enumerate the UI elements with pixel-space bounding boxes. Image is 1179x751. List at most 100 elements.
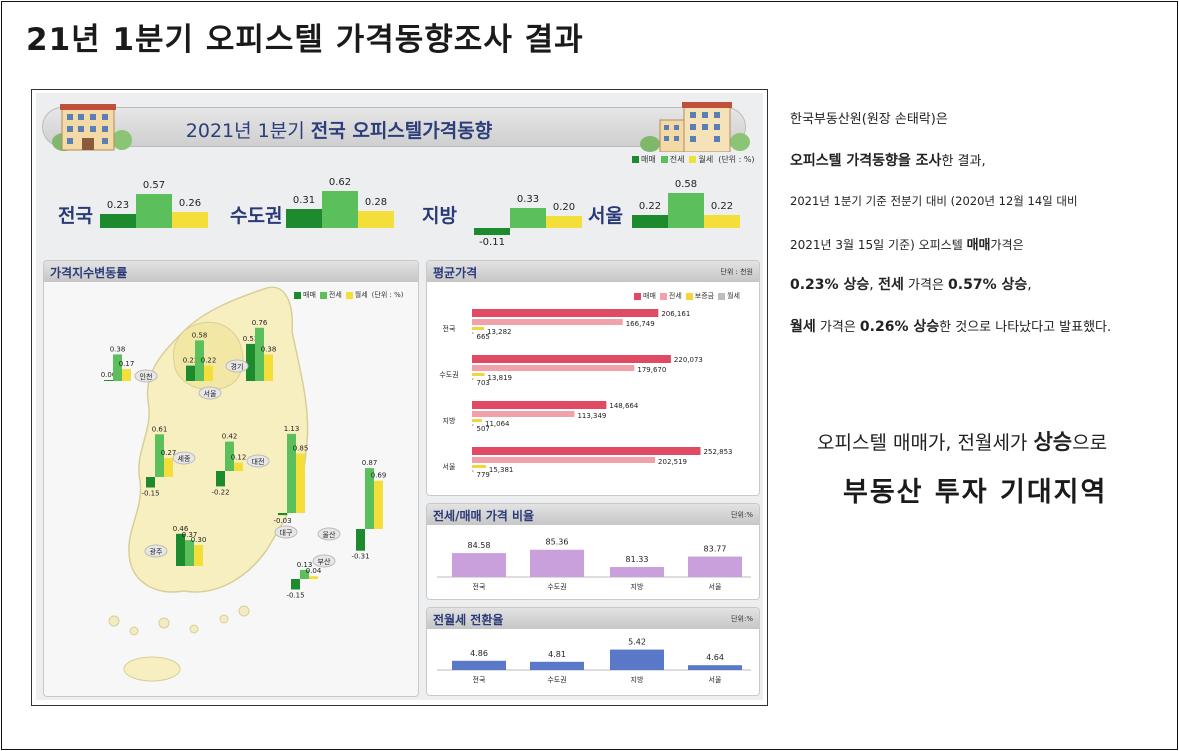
map-panel-header: 가격지수변동률 [44,261,418,282]
map-bar-value: 0.42 [222,433,238,441]
page-title: 21년 1분기 오피스텔 가격동향조사 결과 [26,22,584,58]
map-bar-전세 [300,569,309,579]
map-bar-월세 [374,480,383,529]
map-bar-value: 0.13 [297,561,313,569]
map-bar-value: 0.22 [201,357,217,365]
city-label-bubble [134,369,158,383]
legend-item-sale: 매매 [632,154,656,165]
bar [688,556,742,577]
price-value-label: 703 [477,379,490,387]
city-label: 대구 [280,529,293,537]
ratio-chart: 84.58 전국 85.36 수도권 81.33 지방 83.77 서울 [437,538,751,591]
price-value-label: 11,064 [485,420,510,428]
summary-line-4-bold: 매매 [966,238,991,253]
bar-전세 [510,208,546,228]
map-bar-월세 [296,453,305,513]
price-value-label: 113,349 [577,412,606,420]
bar-value-label: 0.26 [178,198,202,210]
bar-value-label: 0.22 [710,200,734,212]
price-value-label: 665 [477,333,490,341]
building-illustration-right [640,102,750,152]
map-bar-전세 [225,441,234,471]
price-value-label: 202,519 [658,458,687,466]
city-label-bubble [274,525,298,539]
city-label: 대전 [252,457,265,466]
price-bar-보증금 [472,465,486,468]
banner-title: 2021년 1분기 전국 오피스텔가격동향 [43,116,745,143]
summary-line-5: 0.23% 상승, 전세 가격은 0.57% 상승, [790,274,1032,294]
bar [530,661,584,670]
map-bar-value: 0.38 [110,345,126,353]
summary-line-5-b2: 전세 [878,277,904,293]
map-bar-value: 0.00 [101,371,117,379]
price-legend-sale: 매매 [634,291,656,301]
summary-line-6-b1: 월세 [790,319,816,335]
region-label: 전국 [58,205,93,227]
map-bar-value: -0.22 [211,488,229,496]
summary-line-4: 2021년 3월 15일 기준) 오피스텔 매매가격은 [790,234,1024,253]
bar-매매 [632,214,668,228]
korea-map: 0.00 0.38 0.17 인천 0.22 0.58 0.22 서울 0.53 0.76 0.38… [101,286,386,682]
summary-line-5-b1: 0.23% 상승 [790,277,870,293]
city-label-bubble [172,451,196,465]
price-bar-매매 [472,401,607,409]
category-label: 지방 [631,675,644,684]
map-bar-전세 [195,340,204,381]
price-value-label: 166,749 [626,320,655,328]
conversion-header: 전월세 전환율 단위:% [427,608,759,629]
city-label-bubble [246,454,270,468]
ratio-unit: 단위:% [731,511,753,519]
bar [610,567,664,577]
bar-value-label: 0.58 [674,179,698,191]
price-bar-전세 [472,411,575,417]
map-bar-value: 0.87 [362,459,378,467]
map-bar-value: 0.12 [231,454,247,462]
bar-value-label: 4.81 [548,650,566,659]
bar-value-label: 0.31 [292,195,316,207]
map-bar-value: -0.15 [141,490,159,498]
map-bar-value: -0.15 [286,592,304,600]
city-label: 울산 [323,530,336,539]
conversion-title: 전월세 전환율 [433,613,504,627]
bar-value-label: 83.77 [704,545,727,554]
bar-매매 [474,228,510,235]
summary-line-5-t1: , [869,277,879,293]
bar-value-label: 0.33 [516,194,540,206]
bar-value-label: 5.42 [628,638,646,647]
map-bar-value: 0.37 [182,531,198,539]
conversion-panel: 전월세 전환율 단위:% 4.86 전국 4.81 수도권 5.42 지방 4.64 서울 [426,607,760,696]
map-bar-월세 [264,354,273,381]
southern-islands [108,605,250,636]
map-bar-value: 0.46 [173,525,189,533]
tagline-line-2: 부동산 투자 기대지역 [843,477,1108,508]
average-price-title: 평균가격 [433,266,478,280]
summary-line-6-t1: 가격은 [815,320,860,335]
island-jeju [123,656,181,682]
map-legend-unit: (단위 : %) [371,291,404,299]
category-label: 서울 [709,582,722,591]
building-illustration-left [52,104,132,151]
map-bar-value: 0.58 [192,331,208,339]
conversion-unit: 단위:% [731,615,753,623]
bar-전세 [136,193,172,228]
price-bar-보증금 [472,373,485,376]
bar-월세 [172,212,208,228]
city-label: 인천 [140,372,153,381]
region-label: 서울 [588,205,623,227]
map-bar-value: 0.38 [261,345,277,353]
bar-매매 [286,209,322,228]
ratio-header: 전세/매매 가격 비율 단위:% [427,504,759,525]
price-bar-전세 [472,457,656,463]
price-value-label: 220,073 [674,356,703,364]
average-price-unit: 단위 : 천원 [720,268,753,276]
map-bar-월세 [309,576,318,579]
price-legend-deposit: 보증금 [685,291,714,301]
bar-value-label: 0.57 [142,179,166,191]
bar-전세 [668,193,704,228]
bar-value-label: 4.86 [470,649,488,658]
bar-월세 [546,216,582,228]
category-label: 수도권 [547,676,566,684]
map-bar-월세 [122,369,131,381]
ratio-panel: 전세/매매 가격 비율 단위:% 84.58 전국 85.36 수도권 81.33 지방 8… [426,503,760,600]
map-bar-value: 0.17 [119,360,135,368]
